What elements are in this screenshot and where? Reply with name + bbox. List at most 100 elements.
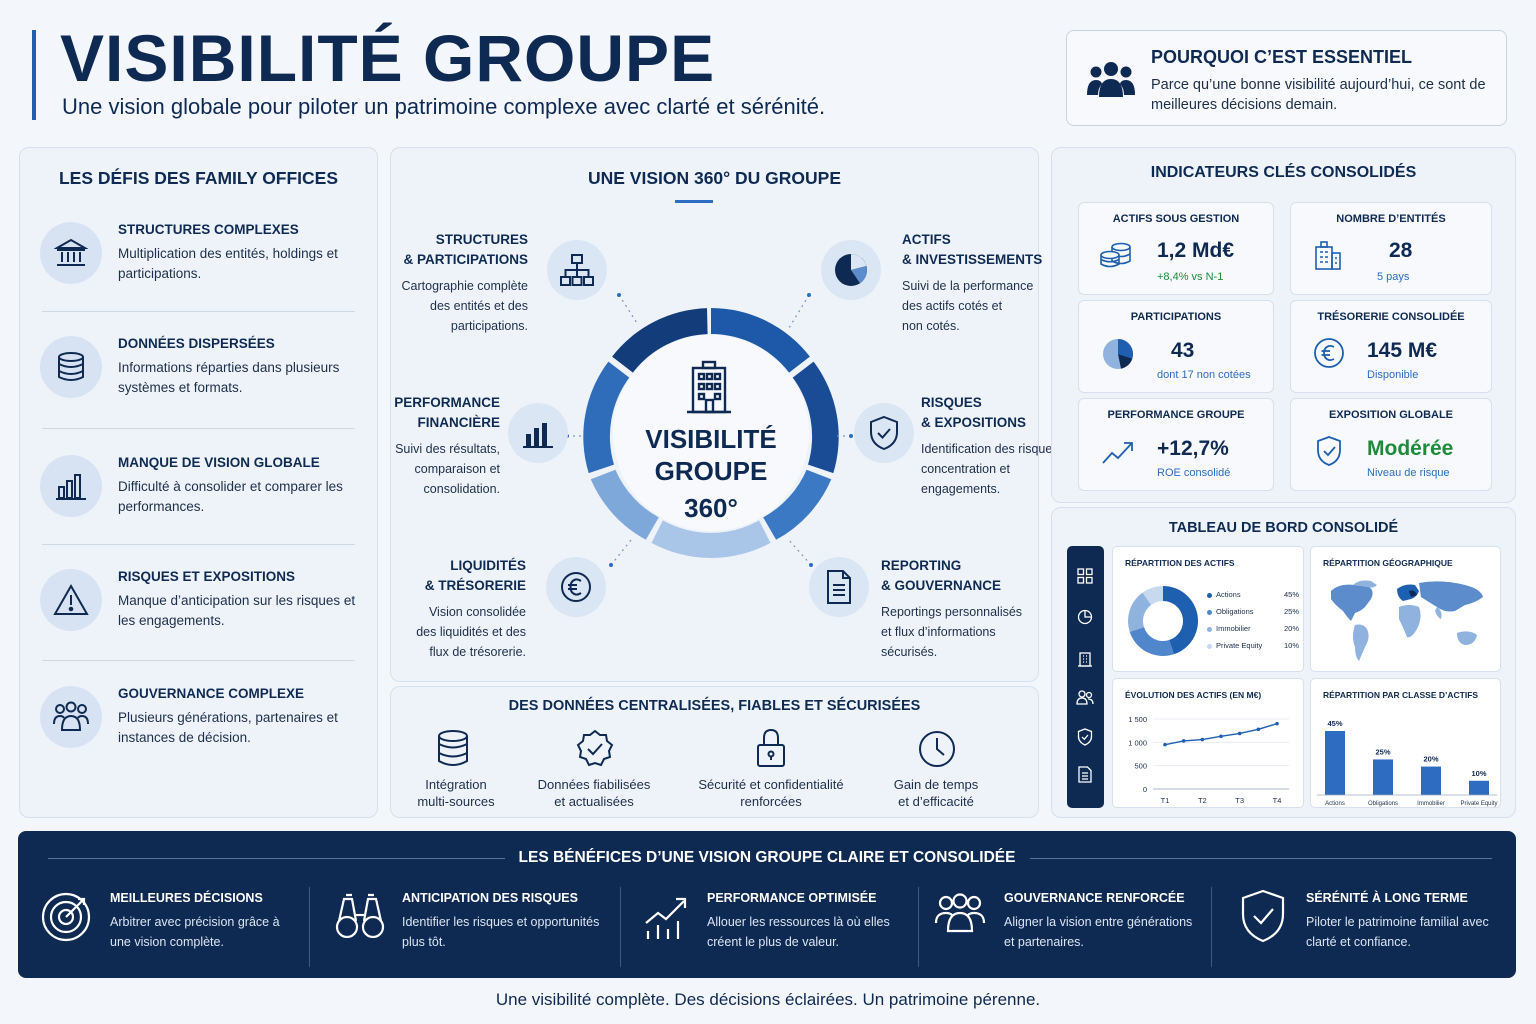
node-text: Cartographie complète xyxy=(401,279,528,293)
benefit-separator xyxy=(918,887,919,967)
data-point xyxy=(1256,727,1261,732)
feature-label: Sécurité et confidentialité renforcées xyxy=(681,776,861,810)
data-point xyxy=(1163,742,1167,747)
node-text: Suivi des résultats, xyxy=(395,442,500,456)
kpi-label: NOMBRE D’ENTITÉS xyxy=(1336,213,1446,225)
kpi-label: EXPOSITION GLOBALE xyxy=(1328,409,1454,421)
node-text: non cotés. xyxy=(902,319,960,333)
people-icon[interactable] xyxy=(1076,690,1094,705)
kpi-panel: INDICATEURS CLÉS CONSOLIDÉS ACTIFS SOUS … xyxy=(1051,147,1516,503)
bar-chart-icon xyxy=(508,403,568,463)
benefits-title: LES BÉNÉFICES D’UNE VISION GROUPE CLAIRE… xyxy=(18,849,1516,867)
challenge-text: Informations réparties dans plusieurs sy… xyxy=(118,360,340,395)
grid-icon[interactable] xyxy=(1077,568,1093,584)
legend-value: 45% xyxy=(1283,590,1299,599)
bar xyxy=(1373,759,1393,795)
node-text: consolidation. xyxy=(423,482,500,496)
bar-category-label: Immobilier xyxy=(1417,801,1445,807)
page-title: VISIBILITÉ GROUPE xyxy=(60,21,716,95)
vision-title: UNE VISION 360° DU GROUPE xyxy=(587,168,842,188)
node-title: & INVESTISSEMENTS xyxy=(902,252,1043,267)
y-tick-label: 1 000 xyxy=(1128,738,1147,747)
node-text: flux de trésorerie. xyxy=(429,645,526,659)
geo-card: RÉPARTITION GÉOGRAPHIQUE xyxy=(1310,546,1501,672)
database-icon xyxy=(40,336,102,398)
kpi-value: 28 xyxy=(1389,239,1413,262)
bar xyxy=(1421,766,1441,795)
classes-bar-chart: 45% Actions 25% Obligations 20% Immobilier 10%… xyxy=(1317,719,1498,807)
pie-icon xyxy=(1101,337,1135,371)
data-point xyxy=(1237,731,1242,736)
bar-value-label: 20% xyxy=(1423,755,1438,764)
benefit-separator xyxy=(309,887,310,967)
clock-icon xyxy=(917,729,957,769)
bar-value-label: 25% xyxy=(1375,747,1390,756)
page-subtitle: Une vision globale pour piloter un patri… xyxy=(62,94,826,119)
center-line-1: VISIBILITÉ xyxy=(645,424,777,454)
node-performance: PERFORMANCE FINANCIÈRE Suivi des résulta… xyxy=(394,393,500,499)
node-title: & GOUVERNANCE xyxy=(881,578,1002,593)
challenge-title: DONNÉES DISPERSÉES xyxy=(118,336,275,351)
trend-up-icon xyxy=(1101,439,1135,465)
allocation-card: RÉPARTITION DES ACTIFS Actions 45% Obliga… xyxy=(1112,546,1304,672)
donut-slice xyxy=(1129,627,1174,656)
challenge-text: Difficulté à consolider et comparer les … xyxy=(118,479,343,514)
divider-left xyxy=(48,858,518,859)
kpi-sub: Niveau de risque xyxy=(1367,467,1450,479)
legend-row: Private Equity 10% xyxy=(1207,640,1299,657)
center-line-3: 360° xyxy=(684,493,738,523)
shield-check-icon xyxy=(854,403,914,463)
node-text: Identification des risques, xyxy=(921,442,1063,456)
challenge-text: Plusieurs générations, partenaires et in… xyxy=(118,710,338,745)
x-tick-label: T3 xyxy=(1235,796,1244,805)
kpi-card: NOMBRE D’ENTITÉS 28 5 pays xyxy=(1290,202,1492,295)
challenge-item: DONNÉES DISPERSÉES Informations répartie… xyxy=(20,322,360,438)
feature-line: Données fiabilisées xyxy=(537,777,651,792)
challenge-text: Multiplication des entités, holdings et … xyxy=(118,246,338,281)
challenge-title: STRUCTURES COMPLEXES xyxy=(118,222,299,237)
benefit-title: GOUVERNANCE RENFORCÉE xyxy=(1004,891,1185,905)
benefit-text: Aligner la vision entre générations et p… xyxy=(1004,915,1193,949)
node-text: des actifs cotés et xyxy=(902,299,1003,313)
kpi-label: PARTICIPATIONS xyxy=(1130,311,1222,323)
feature-line: renforcées xyxy=(740,794,802,809)
lock-icon xyxy=(755,727,787,769)
data-point xyxy=(1275,721,1279,726)
legend-row: Actions 45% xyxy=(1207,589,1299,606)
kpi-card: ACTIFS SOUS GESTION 1,2 Md€ +8,4% vs N-1 xyxy=(1078,202,1274,295)
kpi-value: Modérée xyxy=(1367,437,1454,460)
challenge-title: MANQUE DE VISION GLOBALE xyxy=(118,455,320,470)
legend-value: 25% xyxy=(1283,607,1299,616)
node-structures: STRUCTURES & PARTICIPATIONS Cartographie… xyxy=(402,230,528,336)
node-text: sécurisés. xyxy=(881,645,938,659)
building-icon xyxy=(685,360,733,414)
kpi-label: TRÉSORERIE CONSOLIDÉE xyxy=(1317,311,1465,323)
challenge-item: MANQUE DE VISION GLOBALE Difficulté à co… xyxy=(20,441,360,557)
shield-icon[interactable] xyxy=(1077,728,1093,746)
x-tick-label: T4 xyxy=(1273,796,1282,805)
bar-value-label: 45% xyxy=(1327,719,1342,728)
benefit-text: Identifier les risques et opportunités p… xyxy=(402,915,600,949)
dashboard-sidebar xyxy=(1067,546,1104,808)
data-section-panel: DES DONNÉES CENTRALISÉES, FIABLES ET SÉC… xyxy=(390,686,1039,818)
challenge-item: STRUCTURES COMPLEXES Multiplication des … xyxy=(20,208,360,324)
document-icon[interactable] xyxy=(1078,766,1092,783)
legend-label: Immobilier xyxy=(1216,624,1251,633)
center-line-2: GROUPE xyxy=(654,456,768,486)
growth-chart-icon xyxy=(642,893,690,941)
node-title: & PARTICIPATIONS xyxy=(403,252,529,267)
card-title: RÉPARTITION PAR CLASSE D’ACTIFS xyxy=(1323,690,1479,700)
building-icon[interactable] xyxy=(1077,650,1093,667)
kpi-sub: +8,4% vs N-1 xyxy=(1157,271,1224,283)
legend-row: Obligations 25% xyxy=(1207,606,1299,623)
bar-chart-icon xyxy=(40,455,102,517)
benefit-separator xyxy=(1211,887,1212,967)
kpi-value: +12,7% xyxy=(1157,437,1229,460)
node-risques: RISQUES & EXPOSITIONS Identification des… xyxy=(921,393,1062,499)
coins-icon xyxy=(1099,241,1133,269)
pie-icon[interactable] xyxy=(1077,609,1093,625)
org-chart-icon xyxy=(547,240,607,300)
kpi-label: PERFORMANCE GROUPE xyxy=(1107,409,1245,421)
bank-icon xyxy=(40,222,102,284)
vision-ring xyxy=(581,303,841,563)
